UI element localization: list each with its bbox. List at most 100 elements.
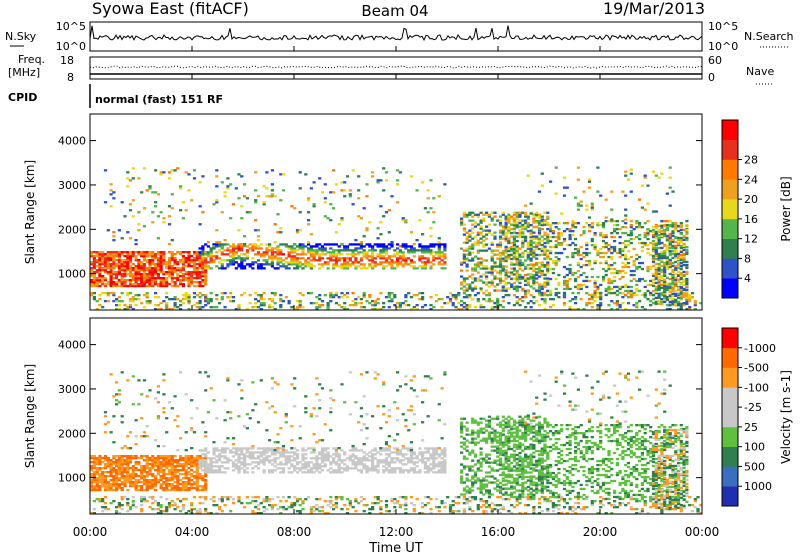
heatmap-cell: [92, 265, 96, 268]
heatmap-cell: [663, 252, 667, 256]
heatmap-cell: [106, 292, 110, 295]
heatmap-cell: [504, 273, 508, 277]
heatmap-cell: [159, 457, 163, 460]
heatmap-cell: [398, 251, 402, 254]
heatmap-cell: [176, 465, 180, 468]
heatmap-cell: [421, 261, 425, 264]
heatmap-cell: [615, 224, 619, 227]
heatmap-cell: [421, 306, 425, 309]
heatmap-cell: [92, 273, 96, 276]
heatmap-cell: [109, 183, 113, 186]
heatmap-cell: [657, 294, 661, 297]
heatmap-cell: [351, 169, 355, 172]
heatmap-cell: [179, 283, 183, 286]
heatmap-cell: [145, 485, 149, 488]
heatmap-cell: [154, 283, 158, 286]
heatmap-cell: [604, 220, 608, 223]
heatmap-cell: [167, 455, 172, 458]
heatmap-cell: [498, 304, 503, 307]
heatmap-cell: [307, 197, 311, 200]
heatmap-cell: [115, 461, 119, 464]
heatmap-cell: [393, 294, 397, 297]
heatmap-cell: [423, 247, 427, 250]
heatmap-cell: [537, 232, 542, 235]
heatmap-cell: [98, 284, 102, 288]
heatmap-cell: [156, 502, 160, 505]
heatmap-cell: [651, 274, 656, 277]
heatmap-cell: [284, 265, 288, 268]
heatmap-cell: [103, 253, 108, 256]
heatmap-cell: [323, 294, 327, 297]
heatmap-cell: [204, 371, 208, 374]
heatmap-cell: [521, 263, 525, 267]
heatmap-cell: [512, 239, 516, 242]
heatmap-cell: [585, 275, 589, 279]
heatmap-cell: [615, 289, 619, 293]
heatmap-cell: [307, 211, 311, 214]
heatmap-cell: [92, 487, 96, 490]
heatmap-cell: [237, 265, 241, 268]
heatmap-cell: [398, 306, 402, 309]
heatmap-cell: [665, 276, 669, 279]
heatmap-cell: [134, 488, 138, 492]
heatmap-cell: [607, 277, 611, 281]
heatmap-cell: [103, 277, 108, 280]
heatmap-cell: [540, 269, 544, 273]
heatmap-cell: [493, 289, 497, 292]
heatmap-cell: [279, 231, 283, 234]
heatmap-cell: [532, 269, 536, 273]
heatmap-cell: [109, 469, 113, 472]
heatmap-cell: [226, 496, 230, 499]
heatmap-cell: [145, 273, 149, 276]
heatmap-cell: [529, 257, 533, 260]
heatmap-cell: [245, 451, 249, 454]
heatmap-cell: [187, 467, 191, 470]
heatmap-cell: [654, 250, 658, 254]
heatmap-cell: [476, 271, 480, 274]
heatmap-cell: [195, 455, 199, 458]
heatmap-cell: [546, 279, 550, 283]
heatmap-cell: [298, 300, 302, 303]
heatmap-cell: [131, 267, 135, 270]
heatmap-cell: [120, 371, 124, 374]
heatmap-cell: [112, 277, 116, 280]
heatmap-cell: [220, 447, 224, 450]
heatmap-cell: [237, 453, 241, 456]
heatmap-cell: [126, 177, 130, 180]
heatmap-cell: [142, 500, 147, 503]
heatmap-cell: [682, 292, 686, 295]
heatmap-cell: [529, 245, 533, 248]
heatmap-cell: [665, 248, 669, 252]
heatmap-cell: [524, 259, 528, 262]
heatmap-cell: [493, 306, 497, 309]
heatmap-cell: [671, 292, 675, 295]
heatmap-cell: [671, 246, 675, 250]
heatmap-cell: [126, 475, 130, 478]
heatmap-cell: [245, 471, 249, 474]
heatmap-cell: [115, 308, 119, 311]
heatmap-cell: [618, 241, 622, 245]
heatmap-cell: [323, 197, 327, 200]
heatmap-cell: [334, 255, 338, 258]
heatmap-cell: [240, 243, 244, 246]
heatmap-cell: [190, 465, 194, 468]
heatmap-cell: [165, 488, 169, 492]
heatmap-cell: [142, 275, 147, 278]
heatmap-cell: [170, 271, 174, 274]
heatmap-cell: [201, 459, 205, 462]
heatmap-cell: [585, 259, 589, 263]
heatmap-cell: [92, 500, 96, 503]
heatmap-cell: [90, 275, 94, 278]
heatmap-cell: [357, 251, 361, 254]
heatmap-cell: [156, 457, 160, 460]
heatmap-cell: [181, 457, 185, 460]
heatmap-cell: [248, 451, 252, 454]
heatmap-cell: [248, 243, 252, 246]
heatmap-cell: [295, 498, 300, 501]
heatmap-cell: [229, 411, 233, 414]
heatmap-cell: [192, 304, 197, 307]
heatmap-cell: [318, 243, 322, 246]
heatmap-cell: [685, 272, 689, 276]
heatmap-cell: [128, 279, 133, 282]
